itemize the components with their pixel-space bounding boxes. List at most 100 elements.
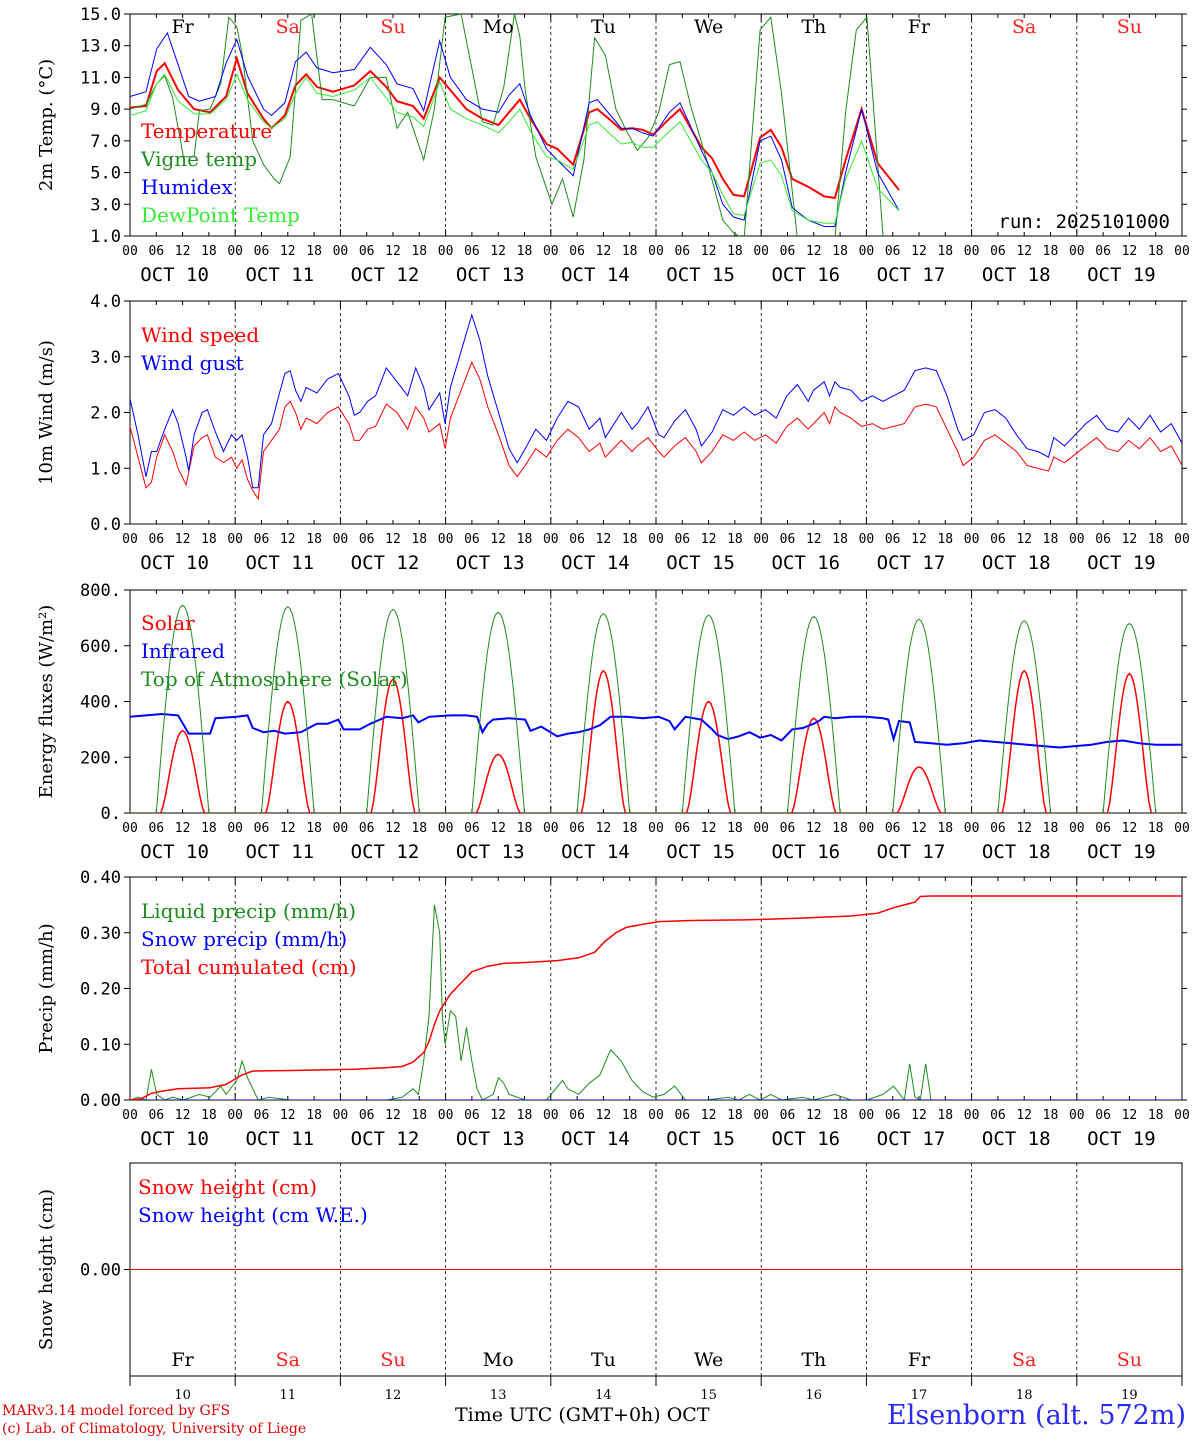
bottom-day-number: 17 xyxy=(911,1388,928,1403)
date-label: OCT 10 xyxy=(140,841,209,863)
hour-tick-label: 12 xyxy=(806,1108,822,1123)
date-label: OCT 17 xyxy=(877,841,946,863)
credit-line-2: (c) Lab. of Climatology, University of L… xyxy=(2,1421,307,1437)
date-label: OCT 10 xyxy=(140,552,209,574)
date-label: OCT 15 xyxy=(666,841,735,863)
hour-tick-label: 12 xyxy=(490,532,506,547)
day-of-week-label: Su xyxy=(380,16,405,38)
date-label: OCT 18 xyxy=(982,552,1051,574)
legend-infrared: Infrared xyxy=(141,639,225,663)
hour-tick-label: 18 xyxy=(622,532,638,547)
hour-tick-label: 06 xyxy=(885,821,901,836)
bottom-day-of-week-label: Tu xyxy=(591,1349,616,1371)
series-line-humidex xyxy=(130,31,900,227)
date-label: OCT 10 xyxy=(140,1128,209,1150)
day-of-week-label: Th xyxy=(801,16,826,38)
y-tick-label: 400. xyxy=(80,693,121,713)
y-tick-label: 7.0 xyxy=(90,132,121,152)
hour-tick-label: 18 xyxy=(937,532,953,547)
y-tick-label: 4.0 xyxy=(90,292,121,312)
hour-tick-label: 18 xyxy=(832,244,848,259)
hour-tick-label: 00 xyxy=(227,244,243,259)
bottom-day-number: 10 xyxy=(174,1388,191,1403)
y-tick-label: 11.0 xyxy=(80,68,121,88)
y-tick-label: 0.10 xyxy=(80,1035,121,1055)
hour-tick-label: 12 xyxy=(385,244,401,259)
hour-tick-label: 18 xyxy=(1148,244,1164,259)
hour-tick-label: 00 xyxy=(543,244,559,259)
hour-tick-label: 12 xyxy=(1122,532,1138,547)
date-label: OCT 15 xyxy=(666,552,735,574)
date-label: OCT 18 xyxy=(982,841,1051,863)
y-axis-label: 2m Temp. (°C) xyxy=(36,59,57,191)
date-label: OCT 16 xyxy=(771,264,840,286)
hour-tick-label: 12 xyxy=(490,821,506,836)
hour-tick-label: 18 xyxy=(1148,532,1164,547)
y-axis-label: Energy fluxes (W/m²) xyxy=(36,605,57,799)
date-label: OCT 19 xyxy=(1087,264,1156,286)
hour-tick-label: 06 xyxy=(885,244,901,259)
date-label: OCT 12 xyxy=(351,264,420,286)
hour-tick-label: 00 xyxy=(964,1108,980,1123)
date-label: OCT 14 xyxy=(561,841,630,863)
hour-tick-label: 06 xyxy=(780,821,796,836)
hour-tick-label: 06 xyxy=(359,532,375,547)
hour-tick-label: 00 xyxy=(122,244,138,259)
hour-tick-label: 06 xyxy=(569,821,585,836)
date-label: OCT 13 xyxy=(456,1128,525,1150)
station-name: Elsenborn (alt. 572m) xyxy=(887,1400,1186,1431)
hour-tick-label: 00 xyxy=(753,1108,769,1123)
date-label: OCT 11 xyxy=(245,1128,314,1150)
hour-tick-label: 18 xyxy=(517,821,533,836)
hour-tick-label: 00 xyxy=(333,821,349,836)
hour-tick-label: 06 xyxy=(674,532,690,547)
legend-temperature: Temperature xyxy=(141,119,272,143)
hour-tick-label: 00 xyxy=(333,1108,349,1123)
bottom-day-number: 15 xyxy=(700,1388,717,1403)
hour-tick-label: 06 xyxy=(359,1108,375,1123)
hour-tick-label: 00 xyxy=(227,532,243,547)
hour-tick-label: 12 xyxy=(1016,821,1032,836)
hour-tick-label: 18 xyxy=(727,532,743,547)
hour-tick-label: 12 xyxy=(280,532,296,547)
hour-tick-label: 00 xyxy=(1069,244,1085,259)
hour-tick-label: 18 xyxy=(727,821,743,836)
y-tick-label: 13.0 xyxy=(80,37,121,57)
hour-tick-label: 06 xyxy=(885,532,901,547)
hour-tick-label: 06 xyxy=(990,1108,1006,1123)
hour-tick-label: 18 xyxy=(622,821,638,836)
legend-dewpoint-temp: DewPoint Temp xyxy=(141,203,300,227)
date-label: OCT 14 xyxy=(561,264,630,286)
date-label: OCT 12 xyxy=(351,841,420,863)
hour-tick-label: 18 xyxy=(411,532,427,547)
date-label: OCT 15 xyxy=(666,264,735,286)
series-line-vigne-temp xyxy=(130,14,884,236)
date-label: OCT 16 xyxy=(771,552,840,574)
hour-tick-label: 18 xyxy=(727,1108,743,1123)
series-line-dewpoint-temp xyxy=(130,73,900,224)
bottom-day-of-week-label: Th xyxy=(801,1349,826,1371)
hour-tick-label: 12 xyxy=(911,1108,927,1123)
hour-tick-label: 18 xyxy=(411,821,427,836)
hour-tick-label: 06 xyxy=(254,1108,270,1123)
hour-tick-label: 18 xyxy=(937,821,953,836)
hour-tick-label: 00 xyxy=(122,532,138,547)
bottom-day-number: 18 xyxy=(1016,1388,1033,1403)
date-label: OCT 13 xyxy=(456,552,525,574)
date-label: OCT 18 xyxy=(982,1128,1051,1150)
date-label: OCT 16 xyxy=(771,1128,840,1150)
hour-tick-label: 00 xyxy=(964,821,980,836)
hour-tick-label: 12 xyxy=(596,821,612,836)
hour-tick-label: 00 xyxy=(543,532,559,547)
bottom-day-number: 14 xyxy=(595,1388,612,1403)
bottom-day-number: 13 xyxy=(490,1388,507,1403)
legend-wind-speed: Wind speed xyxy=(141,323,259,347)
hour-tick-label: 18 xyxy=(201,821,217,836)
date-label: OCT 11 xyxy=(245,841,314,863)
y-tick-label: 1.0 xyxy=(90,227,121,247)
hour-tick-label: 18 xyxy=(1043,821,1059,836)
hour-tick-label: 12 xyxy=(1016,244,1032,259)
hour-tick-label: 00 xyxy=(1174,1108,1190,1123)
hour-tick-label: 00 xyxy=(648,244,664,259)
bottom-day-of-week-label: Su xyxy=(1117,1349,1142,1371)
